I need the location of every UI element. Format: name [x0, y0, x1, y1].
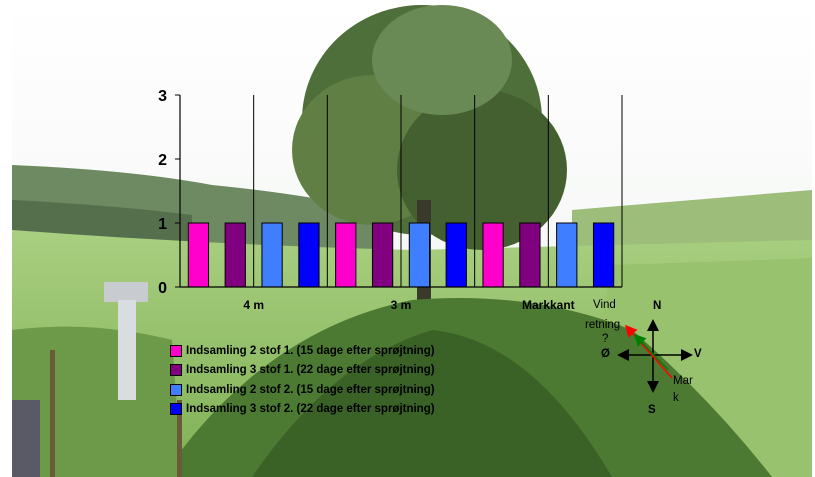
legend-label: Indsamling 2 stof 2. (15 dage efter sprø…: [186, 383, 435, 396]
legend-swatch: [170, 364, 182, 377]
legend-item: Indsamling 2 stof 1. (15 dage efter sprø…: [170, 341, 435, 361]
legend-item: Indsamling 2 stof 2. (15 dage efter sprø…: [170, 380, 435, 400]
compass-arrows-icon: [617, 319, 693, 393]
legend-label: Indsamling 2 stof 1. (15 dage efter sprø…: [186, 344, 435, 357]
wind-label-line2: retning: [585, 319, 621, 331]
legend-item: Indsamling 3 stof 1. (22 dage efter sprø…: [170, 361, 435, 381]
bars: [187, 222, 615, 288]
compass-west-label: Ø: [601, 348, 610, 360]
field-label-line2: k: [673, 392, 679, 404]
wind-label-line3: ?: [602, 333, 609, 345]
bar: [187, 222, 210, 288]
compass: N S Ø V Vind retning ? Mar k: [580, 298, 702, 418]
legend-swatch: [170, 383, 182, 396]
bar: [482, 222, 504, 288]
category-grid: [253, 95, 623, 287]
y-tick-label: 0: [158, 280, 167, 297]
legend: Indsamling 2 stof 1. (15 dage efter sprø…: [170, 341, 435, 419]
compass-south-label: S: [648, 404, 656, 416]
bar: [592, 222, 615, 288]
field-landscape-photo: [12, 0, 812, 477]
x-tick-label: 3 m: [391, 298, 412, 312]
bar: [298, 222, 320, 288]
compass-east-label: V: [694, 348, 702, 360]
legend-swatch: [170, 403, 182, 416]
bar: [445, 222, 467, 288]
y-tick-label: 1: [158, 216, 167, 233]
bar: [224, 222, 246, 288]
bar: [335, 222, 357, 288]
legend-label: Indsamling 3 stof 2. (22 dage efter sprø…: [186, 403, 435, 416]
y-tick-label: 3: [158, 88, 167, 105]
legend-item: Indsamling 3 stof 2. (22 dage efter sprø…: [170, 400, 435, 420]
bar: [519, 222, 541, 288]
legend-swatch: [170, 344, 182, 357]
y-tick-label: 2: [158, 152, 167, 169]
bar: [408, 222, 431, 288]
field-label-line1: Mar: [673, 375, 693, 387]
bar: [556, 222, 578, 288]
compass-north-label: N: [653, 300, 662, 312]
wind-label-line1: Vind: [593, 299, 616, 311]
bar: [261, 222, 283, 288]
axes: 0 1 2 3 4 m 3 m Markkant: [158, 88, 622, 312]
x-tick-label: 4 m: [243, 298, 264, 312]
x-tick-label: Markkant: [522, 298, 575, 312]
bar: [371, 222, 394, 288]
legend-label: Indsamling 3 stof 1. (22 dage efter sprø…: [186, 364, 435, 377]
